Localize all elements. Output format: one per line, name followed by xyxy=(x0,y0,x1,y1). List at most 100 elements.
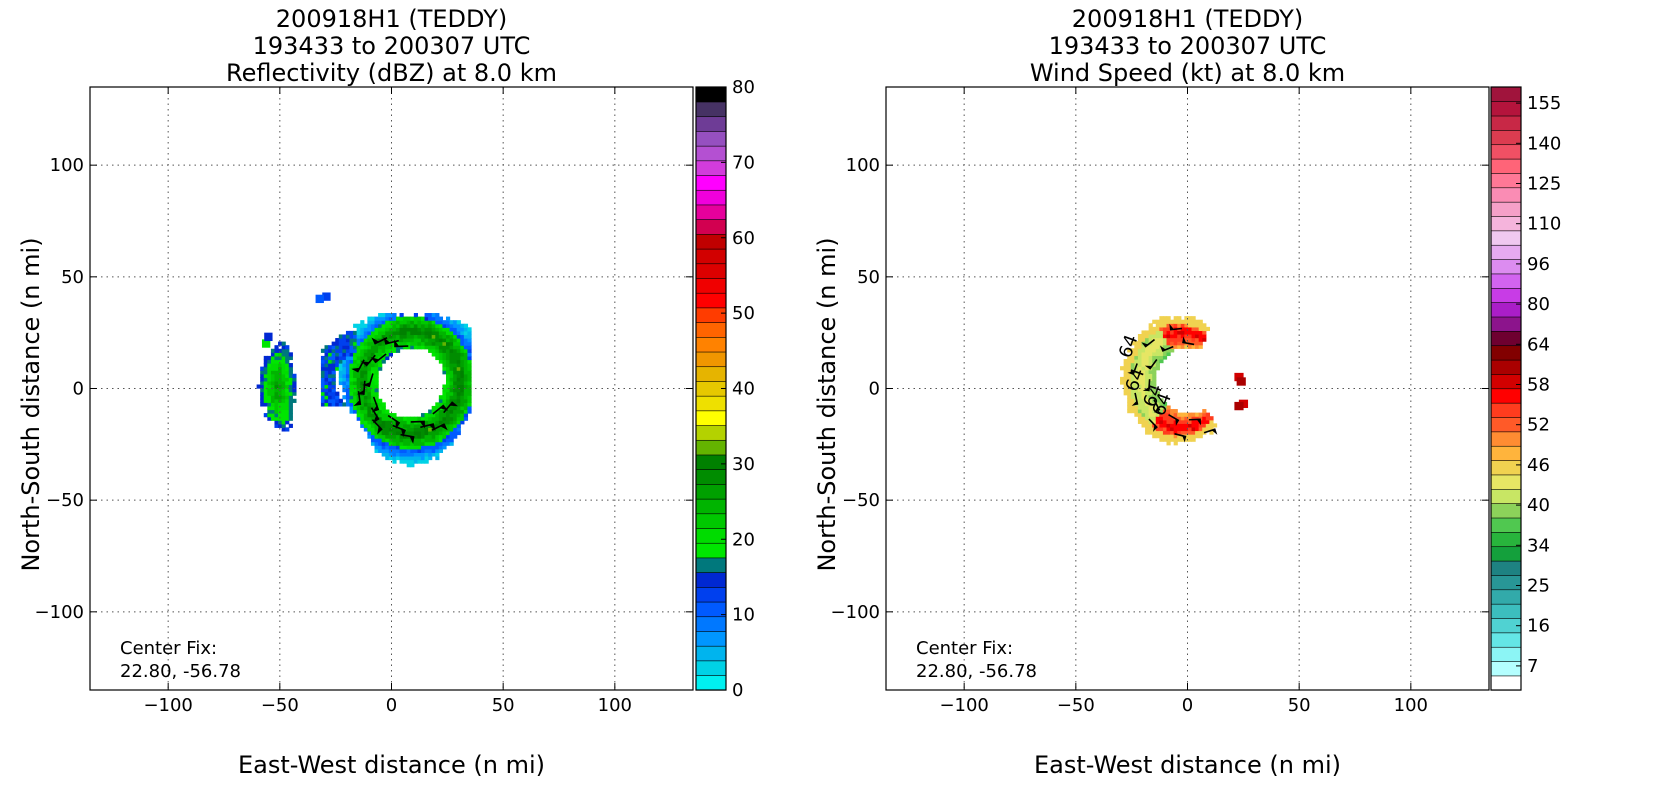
reflectivity-cell xyxy=(424,455,429,461)
reflectivity-cell xyxy=(324,402,329,407)
reflectivity-cell xyxy=(460,323,465,328)
reflectivity-cell xyxy=(435,345,440,350)
reflectivity-cell xyxy=(285,377,290,382)
reflectivity-cell xyxy=(463,395,469,400)
reflectivity-cell xyxy=(453,366,458,371)
x-tick-label: 100 xyxy=(598,695,632,716)
wind-cell xyxy=(1187,334,1193,339)
reflectivity-cell xyxy=(270,380,276,386)
reflectivity-cell xyxy=(374,420,379,425)
reflectivity-cell xyxy=(442,413,447,418)
reflectivity-cell xyxy=(435,409,440,414)
reflectivity-cell xyxy=(349,330,354,336)
wind-barb-flag xyxy=(1175,418,1179,426)
reflectivity-cell xyxy=(374,391,379,396)
reflectivity-cell xyxy=(403,338,408,343)
reflectivity-cell xyxy=(281,405,286,411)
reflectivity-cell xyxy=(460,355,465,361)
wind-cell xyxy=(1127,405,1132,410)
reflectivity-cell xyxy=(381,316,386,321)
reflectivity-cell xyxy=(370,366,376,371)
wind-barb-flag xyxy=(1142,387,1150,392)
wind-cell xyxy=(1155,391,1160,396)
reflectivity-cell xyxy=(324,377,329,382)
reflectivity-cell xyxy=(374,334,379,339)
reflectivity-cell xyxy=(445,430,451,436)
reflectivity-cell xyxy=(370,370,376,375)
colorbar-cell xyxy=(695,189,727,206)
wind-cell xyxy=(1159,330,1164,335)
wind-cell xyxy=(1145,430,1150,435)
reflectivity-cell xyxy=(395,334,401,339)
reflectivity-cell xyxy=(456,373,461,378)
reflectivity-cell xyxy=(417,434,422,439)
reflectivity-cell xyxy=(453,416,458,421)
reflectivity-cell xyxy=(456,341,461,346)
reflectivity-cell xyxy=(410,327,415,332)
reflectivity-cell xyxy=(363,391,368,396)
y-tick-label: 50 xyxy=(857,267,880,288)
colorbar-cell xyxy=(1490,402,1522,418)
reflectivity-cell xyxy=(406,441,411,446)
wind-barb xyxy=(1147,379,1151,392)
reflectivity-cell xyxy=(392,445,397,450)
reflectivity-cell xyxy=(349,380,354,386)
reflectivity-cell xyxy=(367,434,372,439)
reflectivity-cell xyxy=(399,316,404,321)
wind-cell xyxy=(1141,412,1146,417)
wind-cell xyxy=(1120,380,1125,385)
reflectivity-cell xyxy=(345,366,351,371)
wind-cell xyxy=(1198,341,1203,346)
wind-cell xyxy=(1180,344,1185,349)
reflectivity-cell xyxy=(460,395,465,400)
reflectivity-cell xyxy=(445,384,451,389)
colorbar-cell xyxy=(695,542,727,559)
colorbar-cell xyxy=(1490,488,1522,504)
wind-cell xyxy=(1191,344,1196,349)
reflectivity-cell xyxy=(453,380,458,386)
reflectivity-cell xyxy=(442,402,447,407)
reflectivity-cell xyxy=(428,348,433,353)
reflectivity-cell xyxy=(392,438,397,443)
wind-barb-flag xyxy=(449,401,459,407)
reflectivity-cell xyxy=(424,452,429,457)
wind-cell xyxy=(1127,366,1132,371)
wind-cell xyxy=(1152,419,1157,424)
reflectivity-cell xyxy=(374,370,379,375)
colorbar-cell xyxy=(1490,603,1522,619)
reflectivity-cell xyxy=(399,320,404,325)
colorbar-tick-label: 125 xyxy=(1527,174,1561,195)
reflectivity-cell xyxy=(435,355,440,361)
wind-cell xyxy=(1145,394,1150,399)
wind-cell xyxy=(1184,326,1189,332)
wind-cell xyxy=(1155,398,1160,403)
reflectivity-cell xyxy=(438,398,444,403)
wind-cell xyxy=(1159,405,1164,410)
reflectivity-cell xyxy=(424,438,429,443)
reflectivity-cell xyxy=(460,380,465,386)
reflectivity-cell xyxy=(403,434,408,439)
reflectivity-cell xyxy=(420,341,426,346)
reflectivity-cell xyxy=(374,398,379,403)
wind-cell xyxy=(1141,348,1146,353)
reflectivity-cell xyxy=(353,359,358,364)
wind-cell xyxy=(1209,426,1214,432)
reflectivity-cell xyxy=(463,341,469,346)
reflectivity-cell xyxy=(453,430,458,436)
reflectivity-cell xyxy=(449,345,454,350)
reflectivity-cell xyxy=(431,323,436,328)
wind-cell xyxy=(1166,334,1171,339)
wind-cell xyxy=(1148,412,1153,417)
wind-cell xyxy=(1184,419,1189,424)
data-field xyxy=(256,292,472,468)
reflectivity-cell xyxy=(260,380,265,386)
reflectivity-cell xyxy=(413,438,419,443)
wind-cell xyxy=(1155,394,1160,399)
wind-cell xyxy=(1170,337,1175,342)
wind-cell xyxy=(1152,366,1157,371)
reflectivity-cell xyxy=(399,338,404,343)
colorbar-cell xyxy=(695,630,727,647)
reflectivity-cell xyxy=(428,345,433,350)
wind-cell xyxy=(1195,426,1200,432)
